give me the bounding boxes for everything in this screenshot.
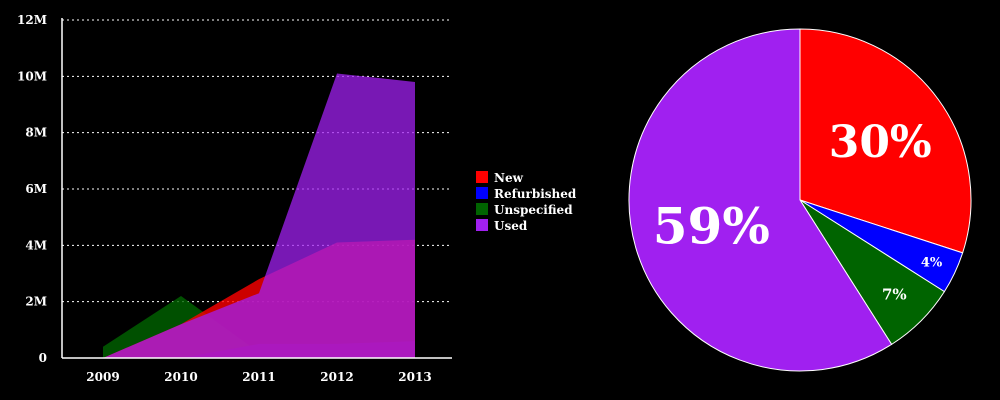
legend: New Refurbished Unspecified Used	[476, 171, 577, 233]
legend-swatch	[476, 187, 488, 199]
y-tick-label: 8M	[25, 126, 47, 140]
legend-label: Unspecified	[494, 203, 573, 217]
legend-swatch	[476, 171, 488, 183]
y-tick-label: 4M	[25, 238, 47, 252]
pie-slice-label: 7%	[882, 286, 907, 304]
x-tick-label: 2011	[242, 370, 275, 384]
pie-slice-label: 4%	[921, 255, 943, 270]
x-tick-label: 2010	[164, 370, 197, 384]
pie-slice-used	[628, 28, 893, 372]
y-tick-label: 0	[39, 351, 47, 365]
y-tick-label: 10M	[17, 69, 47, 83]
legend-label: Refurbished	[494, 187, 577, 201]
x-tick-label: 2013	[398, 370, 431, 384]
area-chart: 0 2M 4M 6M 8M 10M 12M 2009 2010 2011 2012 2013	[17, 13, 452, 384]
pie-slice-label: 30%	[829, 117, 932, 168]
x-tick-label: 2012	[320, 370, 353, 384]
area-series-used	[103, 73, 415, 359]
pie-slice-label: 59%	[653, 196, 770, 255]
x-tick-label: 2009	[86, 370, 119, 384]
y-tick-label: 2M	[25, 295, 47, 309]
legend-swatch	[476, 219, 488, 231]
legend-swatch	[476, 203, 488, 215]
pie-slice-new	[799, 28, 972, 254]
legend-label: New	[494, 171, 524, 185]
y-tick-label: 6M	[25, 182, 47, 196]
legend-label: Used	[494, 219, 528, 233]
y-tick-label: 12M	[17, 13, 47, 27]
pie-chart: 30% 4% 7% 59%	[628, 28, 972, 372]
